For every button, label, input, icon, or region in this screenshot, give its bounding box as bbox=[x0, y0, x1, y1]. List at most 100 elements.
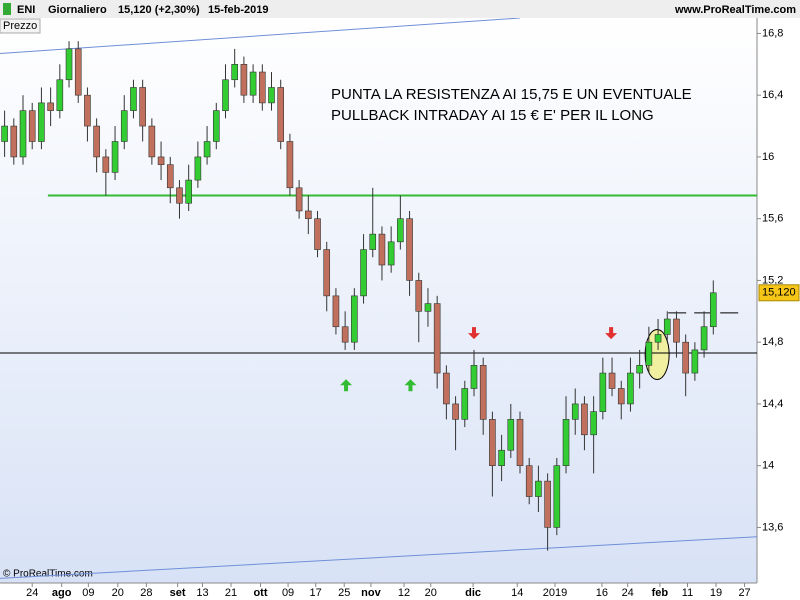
candle-body bbox=[259, 71, 266, 104]
candle-body bbox=[84, 94, 91, 127]
x-tick-label: 20 bbox=[112, 587, 124, 599]
date: 15-feb-2019 bbox=[208, 4, 269, 16]
candle-body bbox=[433, 303, 441, 374]
y-tick-label: 16,4 bbox=[762, 89, 783, 101]
x-tick-label: 20 bbox=[425, 587, 437, 599]
candle-body bbox=[231, 64, 238, 81]
annotation: PULLBACK INTRADAY AI 15 € E' PER IL LONG bbox=[331, 107, 654, 124]
candle-body bbox=[452, 403, 459, 420]
quote: 15,120 (+2,30%) bbox=[118, 4, 200, 16]
x-tick-label: 14 bbox=[511, 587, 523, 599]
candle-body bbox=[268, 87, 275, 104]
panel-label-box bbox=[0, 18, 41, 34]
y-tick-label: 16 bbox=[762, 151, 774, 163]
trend-line bbox=[0, 536, 757, 579]
signal-arrow bbox=[605, 327, 618, 340]
candle-body bbox=[323, 249, 331, 297]
candle-body bbox=[130, 87, 137, 111]
y-tick-label: 14,8 bbox=[762, 336, 783, 348]
candle-body bbox=[212, 110, 220, 142]
candle-body bbox=[461, 388, 469, 420]
candle-body bbox=[424, 303, 432, 312]
candle-body bbox=[636, 365, 643, 374]
candle-body bbox=[709, 292, 717, 328]
panel-label: Prezzo bbox=[3, 20, 37, 32]
candle-body bbox=[470, 365, 478, 389]
candle-body bbox=[277, 87, 285, 142]
signal-arrow bbox=[340, 379, 353, 392]
candle-body bbox=[645, 341, 653, 366]
y-tick-label: 16,8 bbox=[762, 27, 783, 39]
y-tick-label: 15,6 bbox=[762, 213, 783, 225]
candle-body bbox=[19, 110, 27, 158]
x-tick-label: ott bbox=[253, 587, 267, 599]
copyright: © ProRealTime.com bbox=[3, 569, 93, 580]
candle-body bbox=[139, 87, 146, 127]
candle-body bbox=[203, 141, 211, 158]
x-tick-label: 27 bbox=[738, 587, 750, 599]
candle-body bbox=[443, 372, 450, 405]
x-tick-label: nov bbox=[361, 587, 381, 599]
x-tick-label: 11 bbox=[682, 587, 693, 599]
x-tick-label: feb bbox=[652, 587, 669, 599]
candle-body bbox=[479, 365, 487, 420]
candle-body bbox=[166, 164, 174, 189]
x-tick-label: 21 bbox=[225, 587, 237, 599]
x-tick-label: 28 bbox=[140, 587, 152, 599]
candle-body bbox=[369, 233, 377, 250]
candle-body bbox=[314, 218, 321, 250]
candle-body bbox=[590, 411, 597, 436]
x-tick-label: 16 bbox=[596, 587, 608, 599]
candle-body bbox=[599, 372, 607, 412]
last-price-label: 15,120 bbox=[762, 287, 796, 299]
candle-body bbox=[286, 141, 294, 189]
x-tick-label: 24 bbox=[622, 587, 634, 599]
candle-body bbox=[185, 179, 192, 204]
candle-body bbox=[148, 125, 156, 158]
x-tick-label: 24 bbox=[26, 587, 38, 599]
x-tick-label: 09 bbox=[282, 587, 294, 599]
candle-body bbox=[341, 326, 349, 343]
period: Giornaliero bbox=[48, 4, 107, 16]
candle-body bbox=[525, 465, 533, 497]
candle-body bbox=[571, 403, 579, 420]
y-tick-label: 13,6 bbox=[762, 521, 783, 533]
candle-body bbox=[74, 48, 82, 96]
candle-body bbox=[378, 233, 386, 266]
candle-body bbox=[38, 102, 45, 142]
candle-body bbox=[194, 156, 202, 181]
signal-arrow bbox=[467, 327, 480, 340]
candle-body bbox=[489, 419, 496, 466]
trend-line bbox=[0, 18, 521, 55]
candle-body bbox=[627, 372, 634, 405]
candle-body bbox=[157, 156, 165, 165]
candle-body bbox=[544, 480, 551, 528]
candle-body bbox=[673, 318, 680, 343]
candle-body bbox=[222, 79, 229, 111]
candle-body bbox=[10, 125, 18, 158]
candle-body bbox=[102, 156, 110, 173]
candle-body bbox=[351, 295, 358, 343]
x-tick-label: ago bbox=[52, 587, 72, 599]
y-tick-label: 15,2 bbox=[762, 274, 783, 286]
candle-body bbox=[608, 372, 616, 389]
y-tick-label: 14 bbox=[762, 460, 774, 472]
candle-body bbox=[562, 419, 570, 466]
candle-body bbox=[305, 210, 312, 219]
candle-body bbox=[516, 419, 524, 466]
candle-body bbox=[240, 64, 248, 96]
candle-body bbox=[682, 341, 689, 374]
y-tick-label: 14,4 bbox=[762, 398, 783, 410]
x-tick-label: 12 bbox=[398, 587, 410, 599]
candle-body bbox=[295, 187, 303, 212]
candle-body bbox=[387, 241, 395, 266]
candle-body bbox=[663, 318, 671, 335]
candle-body bbox=[406, 218, 413, 281]
x-tick-label: dic bbox=[465, 587, 481, 599]
site: www.ProRealTime.com bbox=[674, 4, 796, 16]
last-price-box bbox=[758, 284, 800, 302]
x-tick-label: 2019 bbox=[543, 587, 567, 599]
candle-body bbox=[498, 449, 505, 466]
